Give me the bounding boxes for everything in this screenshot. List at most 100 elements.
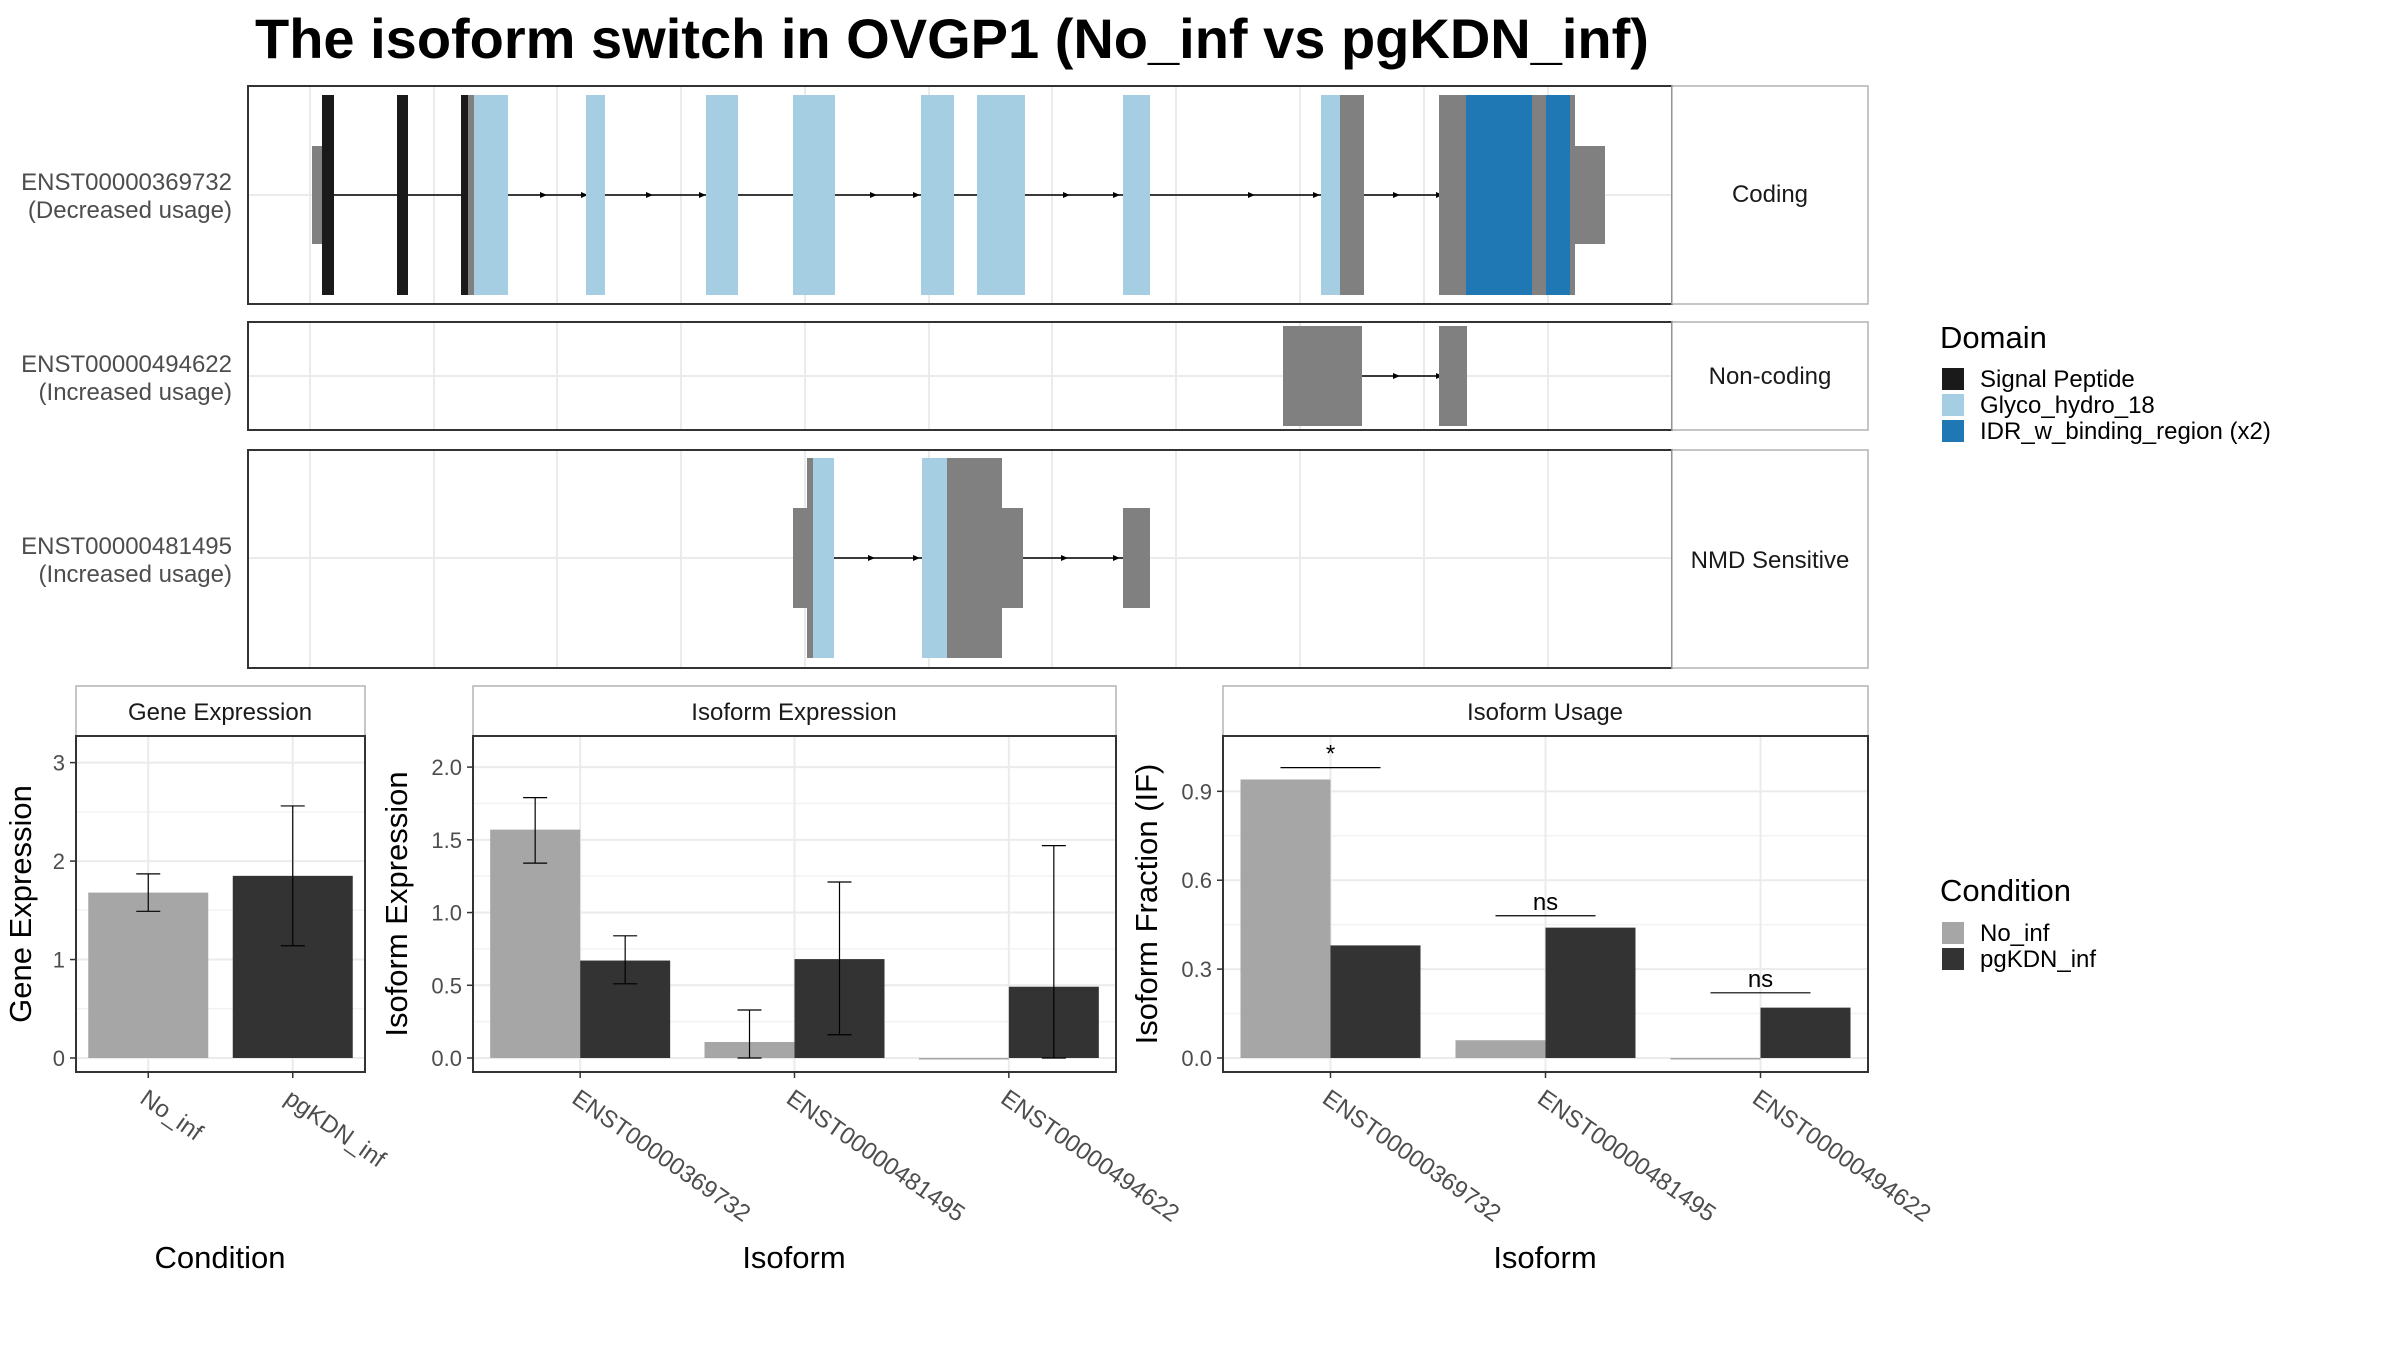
intron-arrow <box>868 555 875 561</box>
facet-strip <box>1671 321 1869 431</box>
intron-arrow <box>913 555 920 561</box>
track-label-usage: (Increased usage) <box>39 561 232 588</box>
exon-block <box>807 458 813 658</box>
isoform-structure-panel: Coding ENST00000369732 (Decreased usage)… <box>21 85 1869 669</box>
bar <box>1240 779 1331 1058</box>
plot-error-bars <box>136 805 305 947</box>
y-tick-label: 2 <box>53 849 65 874</box>
exon-block <box>468 95 474 295</box>
track-nmd-sensitive: NMD Sensitive ENST00000481495 (Increased… <box>21 449 1869 669</box>
significance-label: ns <box>1748 966 1773 993</box>
y-ticks: 0.0 0.5 1.0 1.5 2.0 <box>431 755 473 1071</box>
legend-swatch-no-inf <box>1942 922 1964 944</box>
intron-arrow <box>1313 192 1320 198</box>
y-ticks: 0.0 0.3 0.6 0.9 <box>1181 779 1223 1071</box>
plot-error-bars <box>523 797 1066 1059</box>
exon-block <box>793 508 807 608</box>
x-ticks: ENST00000369732 ENST00000481495 ENST000004… <box>567 1072 1184 1228</box>
exon-block <box>397 95 408 295</box>
y-axis-title: Isoform Expression <box>379 771 414 1036</box>
exon-block <box>1321 95 1340 295</box>
intron-arrow <box>1248 192 1255 198</box>
track-label-id: ENST00000481495 <box>21 533 232 560</box>
intron-arrow <box>1063 192 1070 198</box>
exon-block <box>793 95 835 295</box>
x-tick-label: ENST00000494622 <box>1747 1085 1935 1228</box>
y-tick-label: 0.0 <box>431 1046 462 1071</box>
intron-arrow <box>1393 192 1400 198</box>
intron-arrow <box>1393 373 1400 379</box>
intron-arrow <box>1061 555 1068 561</box>
legend-label-idr: IDR_w_binding_region (x2) <box>1980 418 2271 445</box>
track-label-id: ENST00000369732 <box>21 169 232 196</box>
y-axis-title: Isoform Fraction (IF) <box>1129 764 1164 1045</box>
y-tick-label: 0.0 <box>1181 1046 1212 1071</box>
intron-arrow <box>540 192 547 198</box>
exon-block <box>977 95 1025 295</box>
exon-block <box>1532 95 1546 295</box>
isoform-usage-panel: Isoform Usage * ns ns 0.0 0.3 0.6 0.9 ENST000… <box>1129 685 1936 1275</box>
x-tick-label: ENST00000369732 <box>1317 1085 1505 1228</box>
exon-block <box>322 95 334 295</box>
exon-block <box>1283 326 1362 426</box>
plot-significance: * ns ns <box>1280 741 1811 994</box>
exon-block <box>312 146 322 244</box>
exon-block <box>921 95 954 295</box>
exon-block <box>1340 95 1364 295</box>
facet-label-nmd-sensitive: NMD Sensitive <box>1691 547 1850 574</box>
y-tick-label: 0 <box>53 1046 65 1071</box>
legend-swatch-signal-peptide <box>1942 368 1964 390</box>
condition-legend-title: Condition <box>1940 873 2071 908</box>
facet-label-non-coding: Non-coding <box>1709 363 1832 390</box>
exon-block <box>706 95 738 295</box>
significance-label: ns <box>1533 889 1558 916</box>
intron-arrow <box>646 192 653 198</box>
exon-block <box>1466 95 1532 295</box>
gene-expression-panel: Gene Expression 0 1 2 3 No_inf pgKDN_inf Con… <box>3 685 391 1275</box>
intron-arrow <box>699 192 706 198</box>
intron-arrow <box>1113 192 1120 198</box>
exon-block <box>1575 146 1605 244</box>
plot-bars <box>1240 779 1851 1060</box>
y-tick-label: 0.6 <box>1181 868 1212 893</box>
x-axis-title: Isoform <box>742 1240 845 1275</box>
legend-label-no-inf: No_inf <box>1980 920 2050 947</box>
intron-arrow <box>913 192 920 198</box>
x-axis-title: Isoform <box>1493 1240 1596 1275</box>
track-label-usage: (Increased usage) <box>39 379 232 406</box>
y-tick-label: 2.0 <box>431 755 462 780</box>
panel-title: Isoform Usage <box>1467 699 1623 726</box>
exon-block <box>1439 95 1466 295</box>
track-exons <box>793 458 1150 658</box>
panel-strip <box>75 685 366 737</box>
exon-block <box>813 458 834 658</box>
isoform-expression-panel: Isoform Expression 0.0 0.5 1.0 1.5 2.0 ENST0… <box>379 685 1184 1275</box>
exon-block <box>586 95 605 295</box>
exon-block <box>1546 95 1570 295</box>
bar <box>1330 945 1421 1058</box>
exon-block <box>922 458 947 658</box>
legend-label-signal-peptide: Signal Peptide <box>1980 366 2135 393</box>
x-tick-label: ENST00000481495 <box>1532 1085 1720 1228</box>
exon-block <box>1123 95 1150 295</box>
x-axis-title: Condition <box>155 1240 286 1275</box>
x-ticks: ENST00000369732 ENST00000481495 ENST000004… <box>1317 1072 1936 1228</box>
domain-legend-title: Domain <box>1940 320 2047 355</box>
legend-swatch-idr <box>1942 420 1964 442</box>
bar <box>918 1058 1009 1060</box>
track-exons <box>1283 326 1467 426</box>
panel-title: Isoform Expression <box>691 699 896 726</box>
bar <box>490 829 581 1058</box>
y-tick-label: 0.9 <box>1181 779 1212 804</box>
track-non-coding: Non-coding ENST00000494622 (Increased us… <box>21 321 1869 431</box>
exon-block <box>947 458 1002 658</box>
legend-swatch-pgkdn-inf <box>1942 948 1964 970</box>
exon-block <box>1123 508 1150 608</box>
exon-block <box>461 95 468 295</box>
facet-label-coding: Coding <box>1732 181 1808 208</box>
legend-swatch-glyco-hydro-18 <box>1942 394 1964 416</box>
figure-title: The isoform switch in OVGP1 (No_inf vs p… <box>255 7 1649 70</box>
x-tick-label: ENST00000494622 <box>996 1085 1184 1228</box>
y-tick-label: 0.3 <box>1181 957 1212 982</box>
